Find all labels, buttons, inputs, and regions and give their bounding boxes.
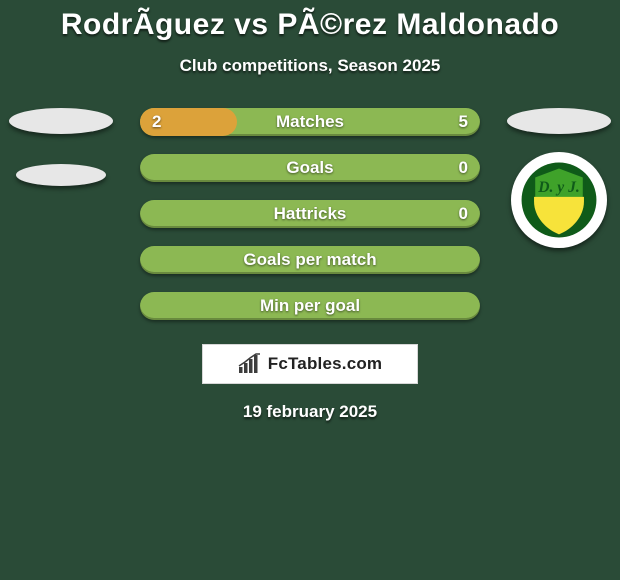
stat-row: 0Hattricks <box>140 200 480 228</box>
placeholder-ellipse <box>507 108 611 134</box>
stat-value-left: 2 <box>152 108 161 136</box>
stat-bars: 25Matches0Goals0HattricksGoals per match… <box>140 108 480 320</box>
watermark-text: FcTables.com <box>268 354 383 374</box>
placeholder-ellipse <box>9 108 113 134</box>
stat-bar-bg <box>140 292 480 320</box>
club-badge-text: D. y J. <box>537 179 580 196</box>
subtitle: Club competitions, Season 2025 <box>0 56 620 76</box>
stat-row: Min per goal <box>140 292 480 320</box>
stat-row: 0Goals <box>140 154 480 182</box>
club-badge: D. y J. <box>511 152 607 248</box>
bars-icon <box>238 353 262 375</box>
stat-bar-bg <box>140 154 480 182</box>
stat-value-right: 5 <box>459 108 468 136</box>
right-player-badge-area: D. y J. <box>504 108 614 248</box>
club-shield-icon: D. y J. <box>520 161 598 239</box>
stat-value-right: 0 <box>459 200 468 228</box>
stat-bar-bg <box>140 200 480 228</box>
stat-row: Goals per match <box>140 246 480 274</box>
stat-bar-bg <box>140 246 480 274</box>
date-line: 19 february 2025 <box>0 402 620 422</box>
stat-value-right: 0 <box>459 154 468 182</box>
placeholder-ellipse <box>16 164 106 186</box>
comparison-stage: D. y J. 25Matches0Goals0HattricksGoals p… <box>0 108 620 320</box>
page-title: RodrÃ­guez vs PÃ©rez Maldonado <box>0 0 620 42</box>
stat-row: 25Matches <box>140 108 480 136</box>
left-player-badge-area <box>6 108 116 186</box>
watermark: FcTables.com <box>202 344 418 384</box>
